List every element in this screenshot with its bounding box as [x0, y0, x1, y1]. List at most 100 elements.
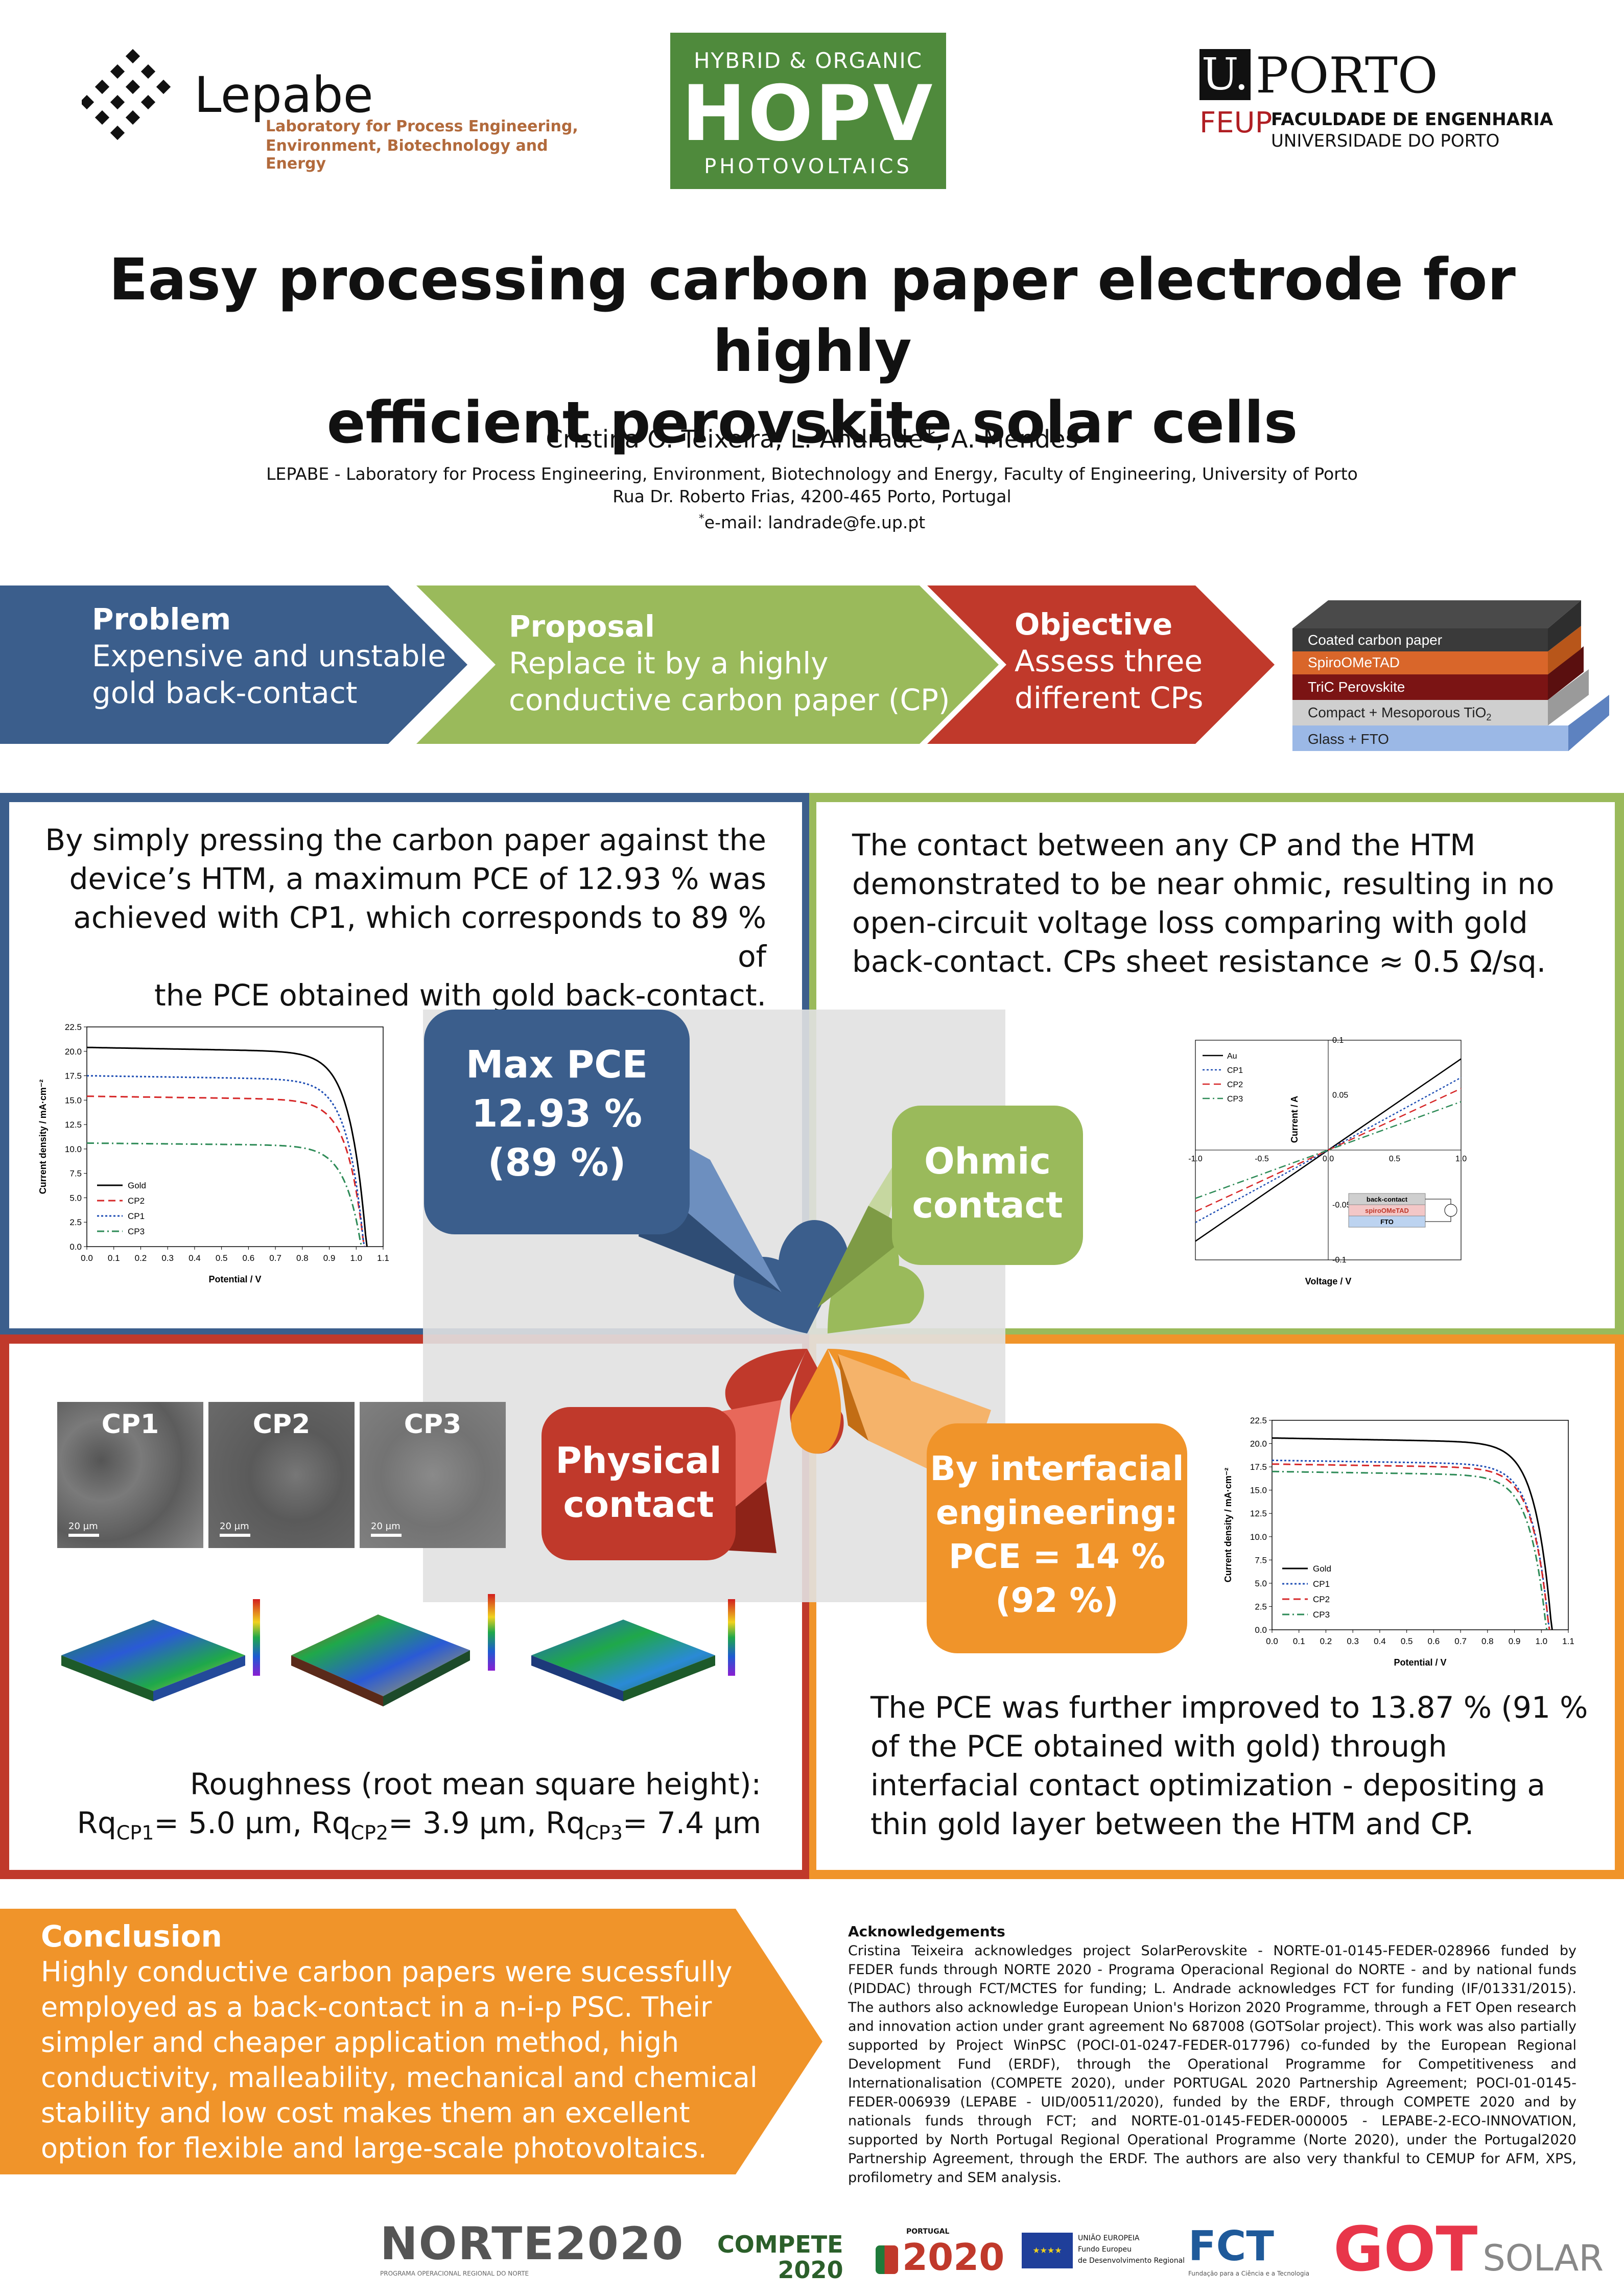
sem-scale-text-cp1: 20 µm: [68, 1521, 98, 1532]
portugal2020-logo: PORTUGAL 2020: [876, 2228, 1004, 2279]
interfacial-line1: By interfacial: [930, 1449, 1184, 1488]
legend-label-cp1: CP1: [1313, 1579, 1330, 1589]
stack-layer4-text: Compact + Mesoporous TiO: [1308, 705, 1486, 720]
objective-line2: different CPs: [1015, 681, 1204, 715]
y-tick-label: 12.5: [65, 1120, 82, 1130]
authors: Cristina O. Teixeira, L. Andrade*, A. Me…: [546, 425, 1078, 454]
solar-text: SOLAR: [1482, 2237, 1604, 2279]
y-tick-label: 15.0: [65, 1095, 82, 1105]
y-tick-label: 5.0: [69, 1193, 82, 1203]
series-line-cp2: [1272, 1463, 1550, 1630]
x-tick-label: 0.5: [1401, 1636, 1413, 1646]
hopv-logo: HYBRID & ORGANIC HOPV PHOTOVOLTAICS: [670, 33, 946, 189]
affiliation-email: *e-mail: landrade@fe.up.pt: [0, 508, 1624, 534]
tr-text: The contact between any CP and the HTM d…: [852, 826, 1598, 981]
y-axis-label: Current density / mA·cm⁻²: [1223, 1468, 1233, 1583]
series-line-cp3: [87, 1142, 363, 1247]
conclusion-line2: employed as a back-contact in a n-i-p PS…: [41, 1991, 712, 2023]
afm-image-cp2: [291, 1594, 495, 1706]
x-tick-label: 1.1: [377, 1253, 389, 1263]
series-line-gold: [1272, 1437, 1553, 1630]
br-text: The PCE was further improved to 13.87 % …: [870, 1688, 1596, 1843]
tl-text: By simply pressing the carbon paper agai…: [41, 821, 766, 1015]
tl-line2: device’s HTM, a maximum PCE of 12.93 % w…: [69, 861, 766, 896]
portugal-2020-text: 2020: [902, 2236, 1005, 2279]
interfacial-line2: engineering:: [936, 1493, 1178, 1532]
objective-text: Objective Assess three different CPs: [1015, 606, 1203, 716]
x-axis-label: Potential / V: [1394, 1657, 1446, 1668]
eu-flag-icon: ★★★★: [1022, 2233, 1073, 2268]
x-tick-label: 0.7: [1454, 1636, 1467, 1646]
roughness-line2: RqCP1= 5.0 µm, RqCP2= 3.9 µm, RqCP3= 7.4…: [31, 1803, 761, 1853]
hopv-bottom: PHOTOVOLTAICS: [704, 155, 912, 178]
legend-label-cp3: CP3: [1313, 1610, 1330, 1620]
rq3-val: = 7.4 µm: [622, 1806, 761, 1840]
problem-text: Problem Expensive and unstable gold back…: [92, 601, 446, 711]
x-tick-label: 0.8: [296, 1253, 309, 1263]
interfacial-badge: By interfacial engineering: PCE = 14 % (…: [927, 1423, 1187, 1653]
y-tick-label: 7.5: [1255, 1555, 1267, 1565]
lepabe-name: Lepabe: [194, 66, 373, 124]
rq2-val: = 3.9 µm,: [388, 1806, 546, 1840]
y-tick-label: 0.0: [1255, 1625, 1267, 1635]
eu-text: UNIÃO EUROPEIA Fundo Europeu de Desenvol…: [1078, 2233, 1190, 2266]
fct-logo: FCT Fundação para a Ciência e a Tecnolog…: [1188, 2222, 1309, 2277]
x-tick-label: 0.3: [161, 1253, 174, 1263]
problem-arrow: [0, 585, 467, 744]
x-tick-label: -0.5: [1255, 1155, 1269, 1163]
x-tick-label: 1.0: [350, 1253, 362, 1263]
ohmic-line2: contact: [912, 1184, 1063, 1226]
max-pce-line1: Max PCE: [465, 1043, 648, 1087]
y-tick-label: 2.5: [1255, 1602, 1267, 1611]
y-tick-label: 20.0: [65, 1047, 82, 1057]
y-tick-label: 17.5: [1250, 1462, 1267, 1472]
eu-line2: Fundo Europeu: [1078, 2245, 1132, 2254]
rq3: Rq: [546, 1806, 585, 1840]
x-tick-label: 0.9: [1509, 1636, 1521, 1646]
y-tick-label: 0.1: [1332, 1036, 1344, 1045]
series-line-cp2: [1195, 1088, 1462, 1212]
lepabe-line2: Environment, Biotechnology and Energy: [266, 137, 548, 173]
legend-label-cp1: CP1: [128, 1211, 145, 1221]
x-tick-label: 1.0: [1455, 1155, 1467, 1163]
email-mark: *: [698, 512, 704, 525]
physical-line2: contact: [563, 1484, 714, 1526]
series-line-cp1: [87, 1075, 365, 1247]
compete-line2: 2020: [778, 2256, 843, 2284]
ohmic-pointer: [817, 1139, 914, 1308]
y-tick-label: -0.05: [1332, 1201, 1351, 1210]
rq3-sub: CP3: [585, 1821, 623, 1844]
x-tick-label: 0.2: [1320, 1636, 1332, 1646]
x-tick-label: 0.6: [1428, 1636, 1440, 1646]
stack-layer2: SpiroOMeTAD: [1308, 654, 1400, 670]
stack-layer4-sub: 2: [1486, 712, 1491, 722]
y-tick-label: 20.0: [1250, 1439, 1267, 1449]
y-axis-label: Current / A: [1289, 1096, 1300, 1143]
inset-label-0: back-contact: [1367, 1196, 1408, 1203]
x-tick-label: 0.5: [1389, 1155, 1400, 1163]
inset-label-2: FTO: [1380, 1218, 1394, 1226]
feup-fac1: FACULDADE DE ENGENHARIA: [1271, 109, 1554, 130]
tl-line1: By simply pressing the carbon paper agai…: [45, 823, 766, 857]
uporto-logo: U. PORTO FEUP FACULDADE DE ENGENHARIA UN…: [1199, 47, 1567, 161]
sem-label-cp2: CP2: [252, 1409, 311, 1440]
x-tick-label: 1.0: [1535, 1636, 1547, 1646]
got-text: GOT: [1333, 2214, 1478, 2285]
sem-label-cp1: CP1: [101, 1409, 159, 1440]
rq1-sub: CP1: [116, 1821, 154, 1844]
x-tick-label: 0.0: [81, 1253, 93, 1263]
lepabe-line1: Laboratory for Process Engineering,: [266, 118, 578, 135]
physical-badge: Physical contact: [542, 1407, 736, 1560]
conclusion-line6: option for flexible and large-scale phot…: [41, 2132, 707, 2164]
roughness-text: Roughness (root mean square height): RqC…: [31, 1765, 761, 1853]
max-pce-line2: 12.93 %: [472, 1092, 642, 1136]
inset-label-1: spiroOMeTAD: [1365, 1207, 1409, 1214]
title-line1: Easy processing carbon paper electrode f…: [109, 247, 1516, 385]
sem-scale-text-cp2: 20 µm: [220, 1521, 249, 1532]
compete-line1: COMPETE: [717, 2231, 843, 2258]
x-tick-label: 0.0: [1323, 1155, 1334, 1163]
ohmic-badge: Ohmic contact: [892, 1106, 1083, 1265]
chart-frame: [1272, 1420, 1569, 1630]
device-stack-diagram: Coated carbon paper SpiroOMeTAD TriC Per…: [1292, 600, 1609, 751]
x-tick-label: 0.4: [189, 1253, 201, 1263]
